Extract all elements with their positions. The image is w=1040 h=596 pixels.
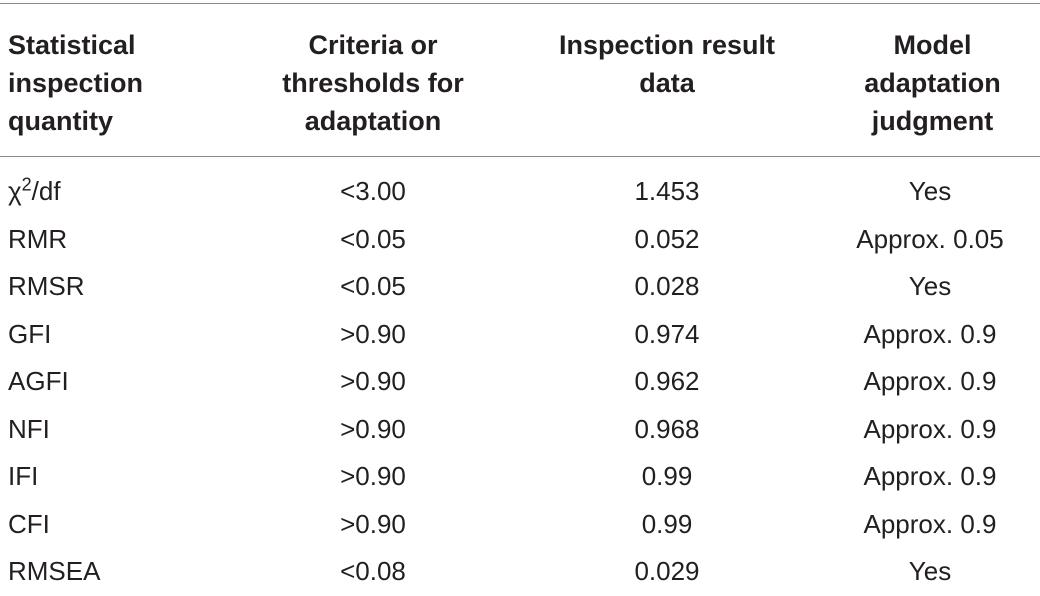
cell-criteria: <0.08 [340,556,406,586]
table-row: GFI >0.90 0.974 Approx. 0.9 [0,311,1040,359]
cell-result: 0.962 [634,366,700,396]
cell-result: 0.99 [641,461,693,491]
table-row: IFI >0.90 0.99 Approx. 0.9 [0,453,1040,501]
cell-quantity: RMSEA [8,556,101,586]
cell-quantity: χ2/df [8,174,61,206]
cell-judgment: Approx. 0.9 [863,461,997,491]
table-row: χ2/df <3.00 1.453 Yes [0,168,1040,216]
table-row: RMR <0.05 0.052 Approx. 0.05 [0,216,1040,264]
cell-judgment: Approx. 0.05 [856,223,1004,254]
table-header: Statistical inspection quantity Criteria… [0,26,1040,146]
cell-judgment: Yes [908,176,952,206]
cell-judgment: Approx. 0.9 [863,413,997,444]
cell-judgment: Yes [908,556,952,586]
cell-quantity: RMR [8,223,68,254]
cell-judgment: Yes [908,271,952,301]
cell-result: 0.029 [634,556,700,586]
cell-criteria: >0.90 [340,318,406,349]
cell-criteria: <0.05 [340,223,406,254]
header-criteria-or-thresholds: Criteria or thresholds for adaptation [282,30,464,136]
cell-quantity: IFI [8,461,39,491]
cell-quantity: RMSR [8,271,85,301]
header-rule [0,156,1040,157]
cell-quantity: GFI [8,318,52,349]
top-rule [0,3,1040,4]
cell-quantity: NFI [8,413,50,444]
cell-criteria: >0.90 [340,508,406,539]
cell-quantity: AGFI [8,366,69,396]
header-statistical-inspection-quantity: Statistical inspection quantity [8,30,144,136]
cell-criteria: >0.90 [340,366,406,396]
table-row: NFI >0.90 0.968 Approx. 0.9 [0,406,1040,454]
cell-judgment: Approx. 0.9 [863,318,997,349]
cell-judgment: Approx. 0.9 [863,508,997,539]
cell-result: 1.453 [634,176,700,206]
table-body: χ2/df <3.00 1.453 Yes RMR <0.05 0.052 Approx. 0… [0,168,1040,596]
cell-result: 0.968 [634,413,700,444]
cell-result: 0.028 [634,271,700,301]
cell-criteria: <3.00 [340,176,406,206]
cell-criteria: >0.90 [340,413,406,444]
cell-result: 0.99 [641,508,693,539]
cell-judgment: Approx. 0.9 [863,366,997,396]
cell-result: 0.052 [634,223,700,254]
table-row: RMSR <0.05 0.028 Yes [0,263,1040,311]
cell-criteria: <0.05 [340,271,406,301]
cell-result: 0.974 [634,318,700,349]
header-inspection-result-data: Inspection result data [558,30,776,98]
table-row: RMSEA <0.08 0.029 Yes [0,548,1040,596]
cell-criteria: >0.90 [340,461,406,491]
cell-quantity: CFI [8,508,50,539]
header-model-adaptation-judgment: Model adaptation judgment [864,30,1001,136]
table-row: AGFI >0.90 0.962 Approx. 0.9 [0,358,1040,406]
table-row: CFI >0.90 0.99 Approx. 0.9 [0,501,1040,549]
